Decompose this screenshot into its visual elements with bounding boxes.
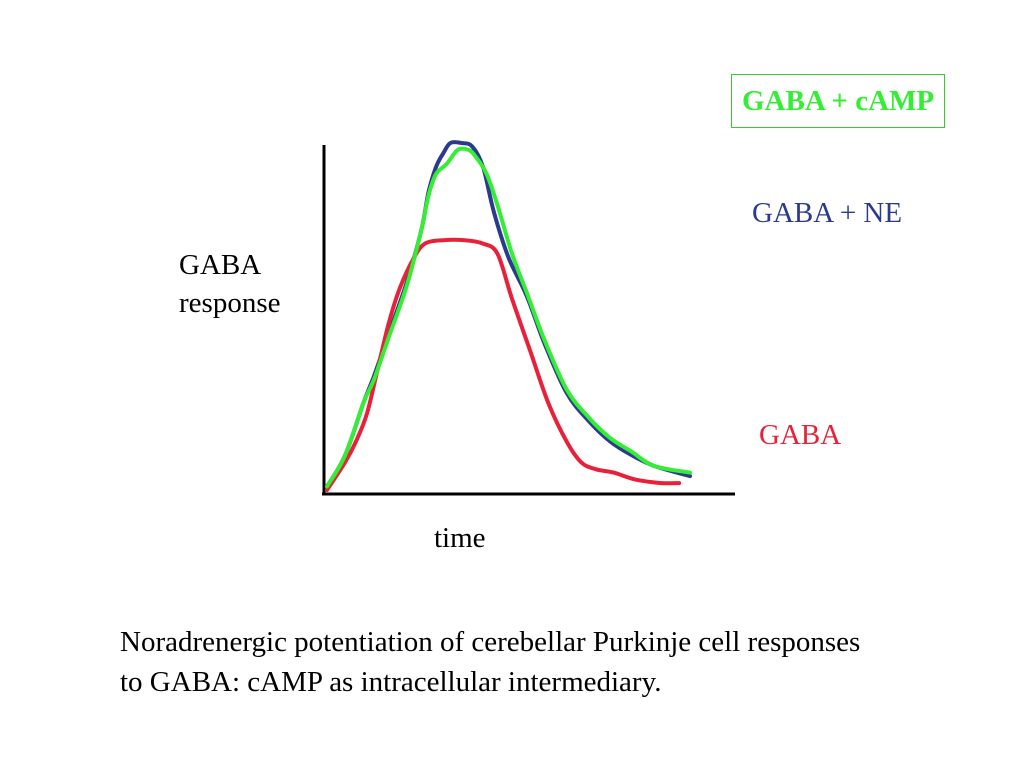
y-axis-label-line-2: response: [179, 287, 281, 319]
series-layer: [325, 140, 692, 492]
legend-label-gaba: GABA: [759, 419, 842, 451]
legend-label-gaba-camp: GABA + cAMP: [731, 74, 946, 128]
caption-line-2: to GABA: cAMP as intracellular intermedi…: [120, 666, 662, 698]
y-axis-label: GABA response: [179, 246, 280, 322]
slide-caption: Noradrenergic potentiation of cerebellar…: [120, 622, 1010, 702]
legend-label-gaba-ne: GABA + NE: [752, 197, 903, 229]
series-line-gaba-camp: [325, 146, 692, 489]
x-axis-label: time: [434, 522, 486, 554]
caption-line-1: Noradrenergic potentiation of cerebellar…: [120, 626, 861, 658]
series-line-gaba-ne: [325, 140, 692, 489]
y-axis-label-line-1: GABA: [179, 249, 262, 281]
